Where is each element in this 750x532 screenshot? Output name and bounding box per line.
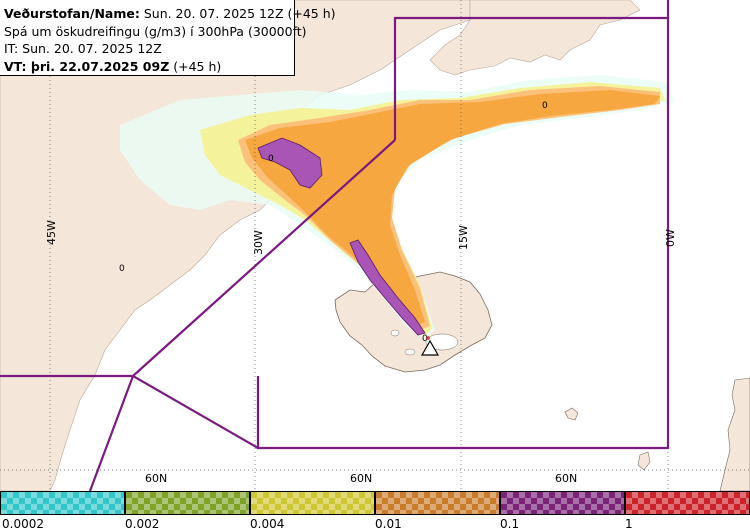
- issuer-value: Sun. 20. 07. 2025 12Z (+45 h): [139, 6, 336, 21]
- ash-dispersion-map: 45W 30W 15W 0W 60N 60N 60N 0 0 0 0: [0, 0, 750, 491]
- legend-swatch: [500, 491, 625, 515]
- greenland-landmass: [0, 0, 471, 491]
- legend-tick-label: 0.002: [125, 517, 160, 531]
- glacier: [390, 329, 400, 337]
- triangle-warning-icon: [420, 336, 440, 356]
- forecast-info-box: Veðurstofan/Name: Sun. 20. 07. 2025 12Z …: [0, 0, 336, 76]
- ash-plume-0.1: [245, 90, 660, 326]
- meridian-label-15w: 15W: [457, 225, 470, 250]
- ash-plume-1-south: [349, 239, 426, 336]
- initial-time: IT: Sun. 20. 07. 2025 12Z: [4, 41, 162, 56]
- contour-label: 0: [542, 101, 548, 111]
- valid-time-line: VT: þri. 22.07.2025 09Z (+45 h): [4, 58, 290, 76]
- valid-time-label: VT: þri. 22.07.2025 09Z: [4, 58, 170, 74]
- flight-region-border: [132, 375, 259, 449]
- legend-tick-label: 0.0002: [2, 517, 44, 531]
- parallel-label-60n: 60N: [555, 472, 577, 485]
- legend-tick-label: 1: [625, 517, 633, 531]
- ash-plume-1-north: [257, 137, 323, 189]
- glacier: [404, 348, 416, 356]
- meridian-label-30w: 30W: [252, 230, 265, 255]
- parallel-label-60n: 60N: [350, 472, 372, 485]
- legend-swatch: [375, 491, 500, 515]
- issuer-label: Veðurstofan/Name:: [4, 6, 140, 21]
- valid-time-offset: (+45 h): [169, 58, 222, 74]
- concentration-legend: 0.0002 0.002 0.004 0.01 0.1 1: [0, 491, 750, 532]
- legend-tick-label: 0.1: [500, 517, 520, 531]
- forecast-description: Spá um öskudreifingu (g/m3) í 300hPa (30…: [4, 23, 307, 39]
- glacier: [425, 333, 459, 351]
- meridian-label-45w: 45W: [45, 220, 58, 245]
- issuer-line: Veðurstofan/Name: Sun. 20. 07. 2025 12Z …: [4, 5, 336, 23]
- norway-coast: [719, 377, 750, 491]
- faroe-islands: [564, 407, 579, 421]
- parallel-label-60n: 60N: [145, 472, 167, 485]
- contour-label: 0: [422, 334, 428, 344]
- meridian-label-0w: 0W: [664, 229, 677, 247]
- legend-swatch: [0, 491, 125, 515]
- legend-swatch: [250, 491, 375, 515]
- contour-label: 0: [268, 154, 274, 164]
- contour-label: 0: [119, 264, 125, 274]
- legend-tick-label: 0.01: [375, 517, 402, 531]
- graticule: [0, 0, 750, 491]
- flight-region-border: [88, 375, 135, 491]
- small-island: [637, 451, 651, 471]
- legend-swatch: [625, 491, 750, 515]
- legend-tick-label: 0.004: [250, 517, 285, 531]
- legend-swatch: [125, 491, 250, 515]
